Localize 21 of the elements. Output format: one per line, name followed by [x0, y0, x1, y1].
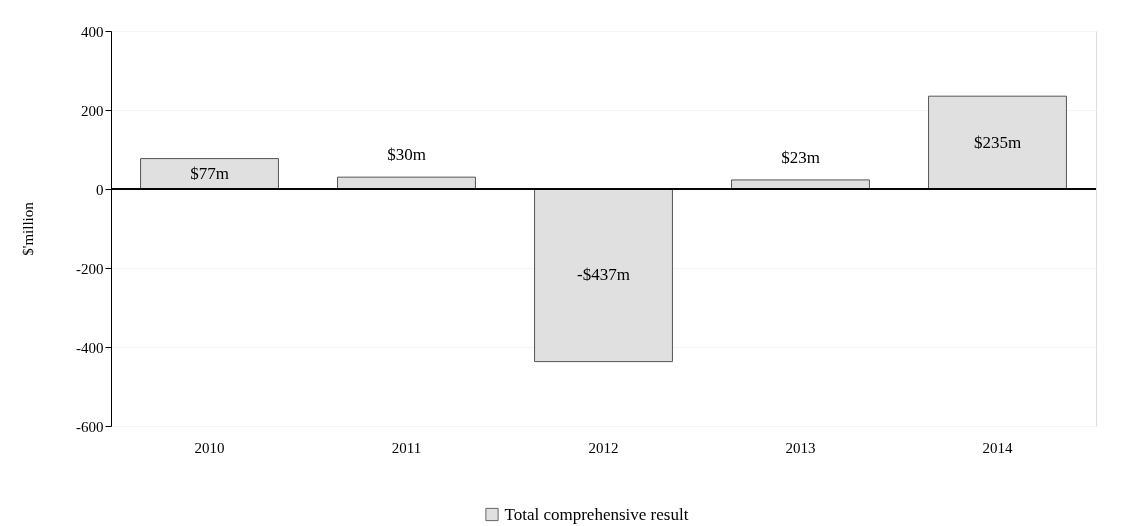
y-tick-label: -400 [76, 339, 104, 356]
data-label: -$437m [577, 265, 630, 285]
x-tick-label: 2012 [588, 439, 619, 456]
data-label: $30m [387, 145, 426, 165]
y-axis-title: $'million [20, 201, 36, 256]
y-tick-label: 0 [96, 181, 104, 198]
bar [928, 95, 1067, 190]
x-tick-label: 2011 [391, 439, 422, 456]
y-tick-label: -600 [76, 418, 104, 435]
bar [140, 158, 279, 190]
data-label: $23m [781, 147, 820, 167]
y-tick-label: 200 [81, 102, 104, 119]
data-label: $77m [190, 163, 229, 183]
y-tick-label: 400 [81, 23, 104, 40]
y-tick-label: -200 [76, 260, 104, 277]
data-label: $235m [973, 132, 1022, 152]
x-tick-label: 2010 [194, 439, 225, 456]
bar [534, 188, 673, 363]
legend-label: Total comprehensive result [504, 504, 689, 524]
x-tick-label: 2013 [785, 439, 816, 456]
x-tick-label: 2014 [982, 439, 1013, 456]
